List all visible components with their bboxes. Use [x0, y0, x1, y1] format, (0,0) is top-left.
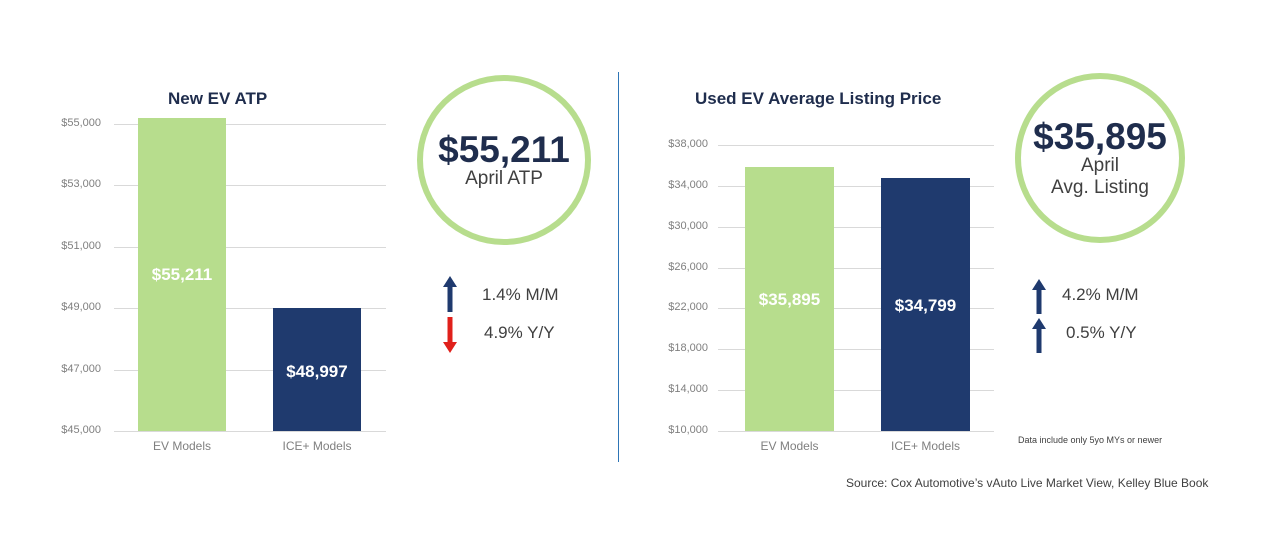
panel-divider	[618, 72, 619, 462]
mom-change: 4.2% M/M	[1062, 285, 1139, 304]
ev-models-bar	[745, 167, 834, 431]
mom-change: 1.4% M/M	[482, 285, 559, 304]
listing-value: $35,895	[1033, 115, 1167, 157]
ice-models-bar	[881, 178, 970, 431]
bar-data-label: $35,895	[758, 290, 821, 309]
y-tick-label: $55,000	[61, 117, 101, 129]
y-tick-label: $26,000	[668, 261, 708, 273]
gridline	[718, 431, 994, 432]
listing-label-line2: Avg. Listing	[1051, 176, 1149, 198]
y-tick-label: $14,000	[668, 383, 708, 395]
y-tick-label: $51,000	[61, 240, 101, 252]
y-tick-label: $18,000	[668, 342, 708, 354]
arrow-up-icon	[1032, 318, 1046, 353]
y-tick-label: $47,000	[61, 363, 101, 375]
data-note: Data include only 5yo MYs or newer	[1018, 435, 1163, 445]
yoy-change: 4.9% Y/Y	[484, 323, 555, 342]
y-tick-label: $10,000	[668, 424, 708, 436]
yoy-change: 0.5% Y/Y	[1066, 323, 1137, 342]
gridline	[114, 247, 386, 248]
gridline	[114, 308, 386, 309]
gridline	[718, 390, 994, 391]
arrow-up-icon	[1032, 279, 1046, 314]
y-tick-label: $30,000	[668, 220, 708, 232]
gridline	[718, 268, 994, 269]
ev-models-bar	[138, 118, 226, 431]
gridline	[114, 431, 386, 432]
gridline	[718, 227, 994, 228]
listing-label-line1: April	[1080, 154, 1119, 176]
arrow-down-icon	[443, 317, 457, 353]
x-category-label: EV Models	[152, 439, 212, 453]
gridline	[114, 185, 386, 186]
y-tick-label: $45,000	[61, 424, 101, 436]
bar-data-label: $55,211	[151, 265, 213, 284]
y-tick-label: $49,000	[61, 301, 101, 313]
x-category-label: ICE+ Models	[282, 439, 352, 453]
gridline	[114, 370, 386, 371]
arrow-up-icon	[443, 276, 457, 312]
gridline	[114, 124, 386, 125]
atp-value: $55,211	[438, 128, 570, 170]
y-tick-label: $22,000	[668, 301, 708, 313]
x-category-label: ICE+ Models	[890, 439, 961, 453]
ice-models-bar	[273, 308, 361, 431]
gridline	[718, 145, 994, 146]
bar-data-label: $48,997	[286, 362, 348, 381]
source-credit: Source: Cox Automotive’s vAuto Live Mark…	[846, 476, 1209, 490]
gridline	[718, 186, 994, 187]
x-category-label: EV Models	[760, 439, 819, 453]
bar-data-label: $34,799	[894, 296, 957, 315]
y-tick-label: $34,000	[668, 179, 708, 191]
chart-title: Used EV Average Listing Price	[695, 89, 942, 108]
atp-label: April ATP	[465, 167, 543, 189]
gridline	[718, 349, 994, 350]
chart-title: New EV ATP	[168, 89, 268, 108]
y-tick-label: $38,000	[668, 138, 708, 150]
april-atp-circle: $55,211 April ATP	[417, 75, 591, 245]
gridline	[718, 308, 994, 309]
y-tick-label: $53,000	[61, 178, 101, 190]
april-listing-circle: $35,895 April Avg. Listing	[1015, 73, 1185, 243]
